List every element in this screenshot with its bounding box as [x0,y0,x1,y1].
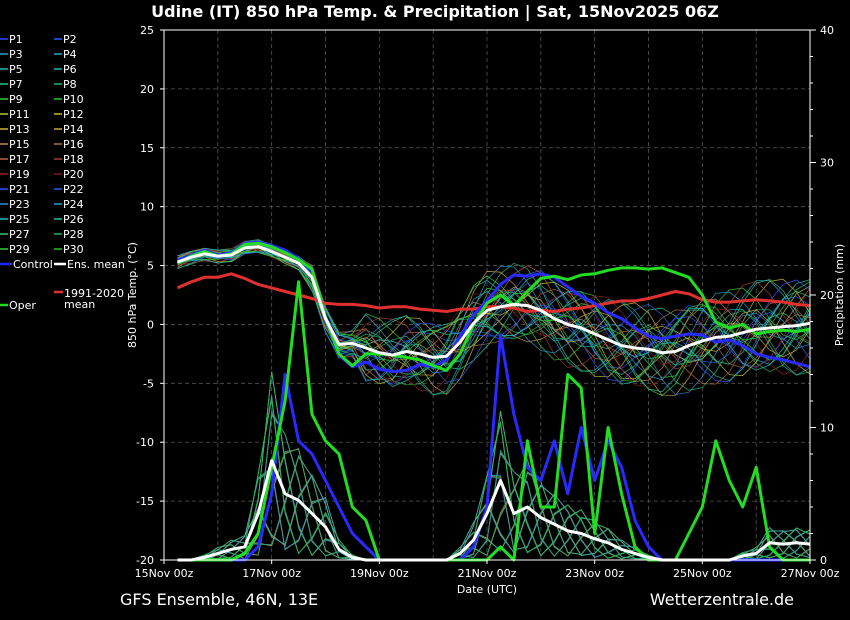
y2-tick-label: 40 [820,24,834,37]
footer-source: GFS Ensemble, 46N, 13E [120,590,318,609]
y-axis-label: 850 hPa Temp. (°C) [126,242,139,348]
member-temp-line [177,247,811,385]
legend-label: P11 [9,108,30,121]
legend-label: P5 [9,63,23,76]
legend-label: P1 [9,33,23,46]
legend-label: P26 [63,213,84,226]
member-temp-line [177,244,811,373]
footer-site: Wetterzentrale.de [650,590,794,609]
grid [164,29,810,561]
legend-label: P3 [9,48,23,61]
legend-label: P22 [63,183,84,196]
legend-label: P15 [9,138,30,151]
legend-label: P21 [9,183,30,196]
member-temp-line [177,250,811,382]
legend-label: P10 [63,93,84,106]
y-tick-label: -10 [136,436,154,449]
legend-label: P7 [9,78,23,91]
y-tick-label: 20 [140,83,154,96]
y2-tick-label: 20 [820,289,834,302]
legend-label: P24 [63,198,84,211]
legend-label: P13 [9,123,30,136]
member-temp-line [177,247,811,385]
x-tick-label: 15Nov 00z [135,567,194,580]
legend-label: P23 [9,198,30,211]
series-line-oper [176,241,811,372]
legend-label: Ens. mean [67,258,125,271]
member-temp-line [177,244,811,379]
legend-label: P20 [63,168,84,181]
y-tick-label: -20 [136,554,154,567]
legend-label: P18 [63,153,84,166]
member-temp-line [177,239,811,395]
x-tick-label: 21Nov 00z [458,567,517,580]
legend-label: 1991-2020 [64,287,124,300]
member-temp-line [177,249,811,383]
member-temp-line [177,249,811,378]
legend-label: P9 [9,93,23,106]
x-tick-label: 23Nov 00z [565,567,624,580]
x-axis-label: Date (UTC) [457,583,517,596]
legend-label: Control [13,258,53,271]
legend-label: P27 [9,228,30,241]
y-axis-ticks: 25 20 15 10 5 0 -5 -10 -15 -20 [136,24,164,567]
y-tick-label: 25 [140,24,154,37]
y-tick-label: 0 [147,318,154,331]
y-tick-label: -5 [143,377,154,390]
y-tick-label: 10 [140,201,154,214]
series-line-control [176,240,811,374]
x-axis-ticks: 15Nov 00z 17Nov 00z 19Nov 00z 21Nov 00z 23No… [135,560,840,580]
y2-tick-label: 30 [820,157,834,170]
y2-axis-label: Precipitation (mm) [833,244,846,346]
legend-label: P6 [63,63,77,76]
x-tick-label: 19Nov 00z [350,567,409,580]
legend-label: P25 [9,213,30,226]
legend-label: P17 [9,153,30,166]
legend-label: mean [64,298,95,311]
y-tick-label: 5 [147,260,154,273]
member-temp-line [177,245,811,387]
y-tick-label: 15 [140,142,154,155]
x-tick-label: 25Nov 00z [673,567,732,580]
chart-title: Udine (IT) 850 hPa Temp. & Precipitation… [151,2,719,22]
legend-label: P2 [63,33,77,46]
member-temp-line [177,240,811,393]
y2-tick-label: 10 [820,422,834,435]
legend-label: P12 [63,108,84,121]
legend-label: P19 [9,168,30,181]
legend-label: Oper [9,299,36,312]
series-line-ens-mean [177,245,811,359]
legend-label: P30 [63,243,84,256]
legend-label: P4 [63,48,77,61]
y-tick-label: -15 [136,495,154,508]
series-line-oper-precip [177,280,810,562]
member-temp-line [177,246,811,385]
y2-axis-ticks: 40 30 20 10 0 [810,24,834,567]
legend-label: P8 [63,78,77,91]
legend-label: P28 [63,228,84,241]
legend-label: P14 [63,123,84,136]
legend: P1 P2 P3 P4 P5 P6 P7 P8 P9 P10 P11 P12 P13 P14 P15 P16 P… [0,33,125,312]
x-tick-label: 27Nov 00z [781,567,840,580]
legend-label: P29 [9,243,30,256]
legend-label: P16 [63,138,84,151]
y2-tick-label: 0 [820,554,827,567]
x-tick-label: 17Nov 00z [242,567,301,580]
